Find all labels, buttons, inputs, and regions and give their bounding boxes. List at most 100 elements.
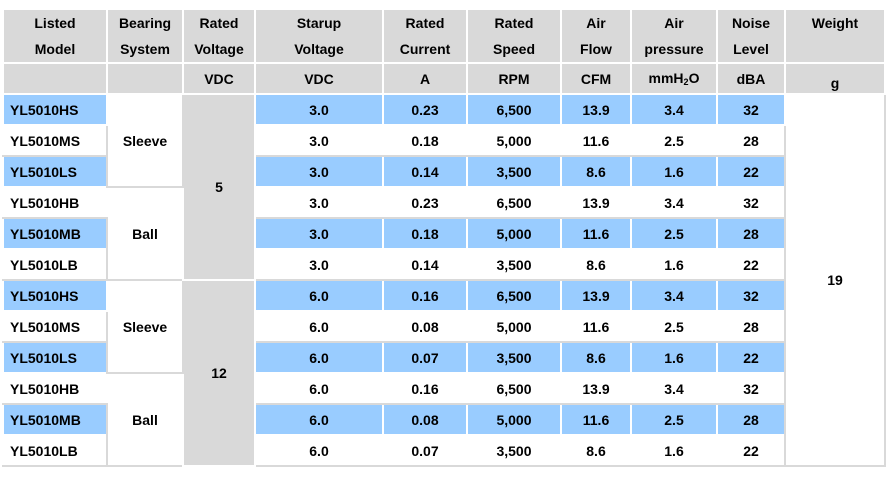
table-row: YL5010HS Sleeve 5 3.0 0.23 6,500 13.9 3.4 32 19	[2, 93, 886, 467]
noise-level-cell: 28	[716, 403, 786, 436]
unit-rated-speed: RPM	[466, 62, 562, 95]
header-bearing-system: Bearing System	[106, 8, 184, 64]
model-cell: YL5010LS	[2, 341, 108, 374]
rated-current-cell: 0.18	[382, 217, 468, 250]
header-weight: Weight	[784, 8, 886, 64]
air-pressure-cell: 2.5	[630, 310, 718, 343]
noise-level-cell: 22	[716, 248, 786, 281]
air-flow-cell: 13.9	[560, 186, 632, 219]
rated-speed-cell: 6,500	[466, 186, 562, 219]
noise-level-cell: 22	[716, 434, 786, 467]
noise-level-cell: 22	[716, 341, 786, 374]
table-row: YL5010MB 3.0 0.18 5,000 11.6 2.5 28	[2, 217, 885, 250]
table-row: YL5010LB 3.0 0.14 3,500 8.6 1.6 22	[2, 248, 885, 281]
header-noise-level: Noise Level	[716, 8, 786, 64]
unit-startup-voltage: VDC	[254, 62, 384, 95]
unit-rated-current: A	[382, 62, 468, 95]
air-pressure-cell: 3.4	[630, 372, 718, 405]
unit-bearing-system	[106, 62, 184, 95]
startup-voltage-cell: 3.0	[254, 93, 384, 126]
noise-level-cell: 32	[716, 186, 786, 219]
rated-speed-cell: 5,000	[466, 310, 562, 343]
table-body: YL5010HS Sleeve 5 3.0 0.23 6,500 13.9 3.4 32 19 YL…	[2, 93, 886, 467]
air-flow-cell: 13.9	[560, 93, 632, 126]
noise-level-cell: 28	[716, 310, 786, 343]
air-flow-cell: 8.6	[560, 155, 632, 188]
startup-voltage-cell: 6.0	[254, 403, 384, 436]
rated-speed-cell: 5,000	[466, 403, 562, 436]
air-flow-cell: 11.6	[560, 217, 632, 250]
model-cell: YL5010MS	[2, 124, 108, 157]
startup-voltage-cell: 3.0	[254, 248, 384, 281]
weight-cell: 19	[784, 93, 886, 467]
rated-voltage-cell: 12	[182, 279, 256, 467]
bearing-system-cell: Sleeve	[106, 93, 184, 188]
rated-speed-cell: 6,500	[466, 279, 562, 312]
table-row: YL5010HS Sleeve 12 6.0 0.16 6,500 13.9 3.4 32	[2, 279, 885, 467]
header-listed-model: Listed Model	[2, 8, 108, 64]
model-cell: YL5010HB	[2, 186, 108, 219]
rated-current-cell: 0.14	[382, 248, 468, 281]
header-row-main: Listed Model Bearing System Rated Voltage S…	[2, 8, 886, 64]
air-flow-cell: 13.9	[560, 372, 632, 405]
model-cell: YL5010HB	[2, 372, 108, 405]
unit-noise-level: dBA	[716, 62, 786, 95]
header-rated-voltage: Rated Voltage	[182, 8, 256, 64]
rated-current-cell: 0.16	[382, 279, 468, 312]
air-pressure-cell: 2.5	[630, 217, 718, 250]
table-row: YL5010MS 3.0 0.18 5,000 11.6 2.5 28	[2, 124, 885, 157]
noise-level-cell: 28	[716, 124, 786, 157]
startup-voltage-cell: 6.0	[254, 372, 384, 405]
startup-voltage-cell: 6.0	[254, 434, 384, 467]
header-row-units: VDC VDC A RPM CFM mmH2O dBA g	[2, 62, 886, 95]
startup-voltage-cell: 3.0	[254, 186, 384, 219]
rated-current-cell: 0.08	[382, 403, 468, 436]
unit-weight: g	[784, 62, 886, 95]
rated-voltage-cell: 5	[182, 93, 256, 281]
noise-level-cell: 32	[716, 279, 786, 312]
table-row: YL5010LS 3.0 0.14 3,500 8.6 1.6 22	[2, 155, 885, 188]
rated-current-cell: 0.16	[382, 372, 468, 405]
noise-level-cell: 32	[716, 93, 786, 126]
startup-voltage-cell: 3.0	[254, 124, 384, 157]
header-rated-speed: Rated Speed	[466, 8, 562, 64]
startup-voltage-cell: 3.0	[254, 155, 384, 188]
rated-current-cell: 0.23	[382, 93, 468, 126]
air-flow-cell: 8.6	[560, 341, 632, 374]
air-pressure-cell: 3.4	[630, 186, 718, 219]
rated-current-cell: 0.07	[382, 341, 468, 374]
unit-air-pressure: mmH2O	[630, 62, 718, 95]
rated-speed-cell: 3,500	[466, 341, 562, 374]
header-rated-current: Rated Current	[382, 8, 468, 64]
air-flow-cell: 8.6	[560, 434, 632, 467]
air-flow-cell: 11.6	[560, 310, 632, 343]
table-row: YL5010LS 6.0 0.07 3,500 8.6 1.6 22	[2, 341, 885, 374]
unit-air-flow: CFM	[560, 62, 632, 95]
rated-current-cell: 0.18	[382, 124, 468, 157]
air-flow-cell: 11.6	[560, 124, 632, 157]
bearing-system-cell: Ball	[106, 186, 184, 281]
air-pressure-cell: 1.6	[630, 248, 718, 281]
startup-voltage-cell: 6.0	[254, 310, 384, 343]
rated-current-cell: 0.23	[382, 186, 468, 219]
model-cell: YL5010HS	[2, 279, 108, 312]
air-flow-cell: 13.9	[560, 279, 632, 312]
rated-speed-cell: 3,500	[466, 434, 562, 467]
noise-level-cell: 28	[716, 217, 786, 250]
air-pressure-cell: 2.5	[630, 403, 718, 436]
rated-speed-cell: 6,500	[466, 93, 562, 126]
rated-current-cell: 0.14	[382, 155, 468, 188]
startup-voltage-cell: 6.0	[254, 341, 384, 374]
table-row: YL5010MB 6.0 0.08 5,000 11.6 2.5 28	[2, 403, 885, 436]
model-cell: YL5010LB	[2, 248, 108, 281]
startup-voltage-cell: 6.0	[254, 279, 384, 312]
model-cell: YL5010LB	[2, 434, 108, 467]
table-row: YL5010HB Ball 3.0 0.23 6,500 13.9 3.4 32	[2, 186, 885, 281]
fan-spec-table: Listed Model Bearing System Rated Voltage S…	[2, 8, 886, 467]
rated-current-cell: 0.08	[382, 310, 468, 343]
air-pressure-cell: 1.6	[630, 155, 718, 188]
header-startup-voltage: Starup Voltage	[254, 8, 384, 64]
model-cell: YL5010MS	[2, 310, 108, 343]
rated-speed-cell: 5,000	[466, 124, 562, 157]
model-cell: YL5010MB	[2, 403, 108, 436]
